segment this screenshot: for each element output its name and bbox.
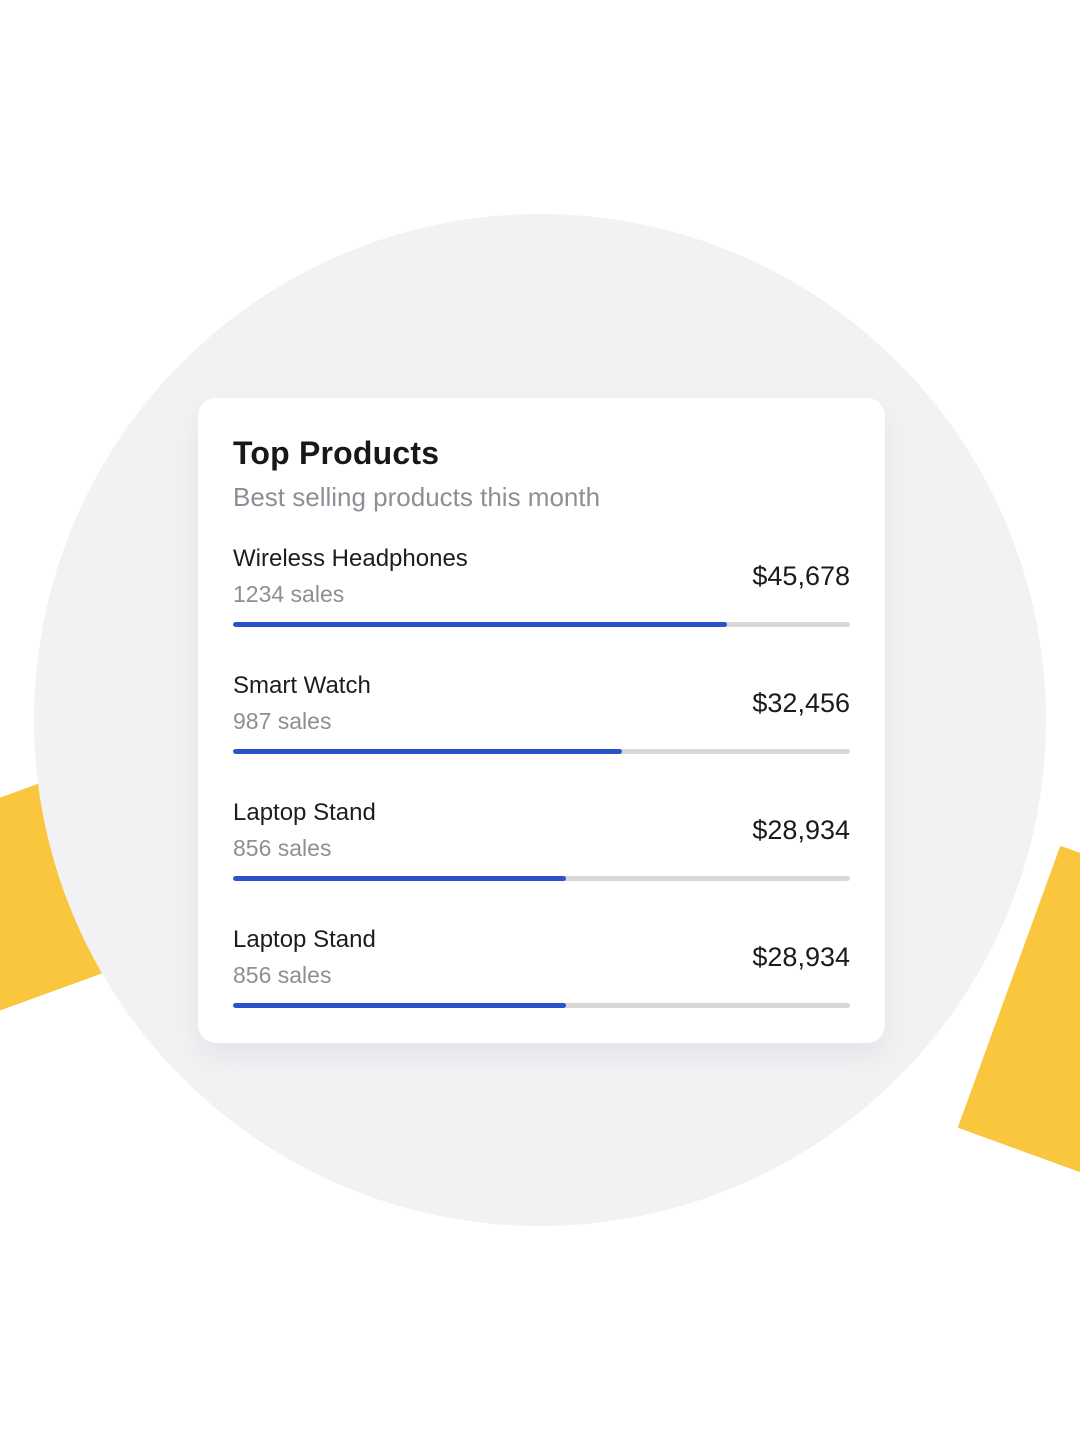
product-row: Laptop Stand 856 sales $28,934 [233, 924, 850, 1008]
progress-bar-track [233, 1003, 850, 1008]
progress-bar-fill [233, 749, 622, 754]
progress-bar-track [233, 876, 850, 881]
product-info: Laptop Stand 856 sales [233, 797, 376, 863]
product-sales-count: 1234 sales [233, 581, 345, 607]
product-row-header: Smart Watch 987 sales $32,456 [233, 670, 850, 736]
product-name: Laptop Stand [233, 799, 376, 826]
product-revenue: $32,456 [752, 687, 850, 718]
product-revenue: $45,678 [752, 560, 850, 591]
product-info: Smart Watch 987 sales [233, 670, 371, 736]
card-title: Top Products [233, 435, 440, 471]
progress-bar-fill [233, 622, 727, 627]
product-row-header: Laptop Stand 856 sales $28,934 [233, 924, 850, 990]
progress-bar-track [233, 749, 850, 754]
product-row: Wireless Headphones 1234 sales $45,678 [233, 543, 850, 627]
product-list: Wireless Headphones 1234 sales $45,678 S… [233, 543, 850, 1008]
product-row-header: Wireless Headphones 1234 sales $45,678 [233, 543, 850, 609]
product-row: Smart Watch 987 sales $32,456 [233, 670, 850, 754]
progress-bar-fill [233, 1003, 567, 1008]
product-revenue: $28,934 [752, 941, 850, 972]
product-name: Smart Watch [233, 672, 371, 699]
product-sales-count: 987 sales [233, 708, 332, 734]
product-row-header: Laptop Stand 856 sales $28,934 [233, 797, 850, 863]
product-row: Laptop Stand 856 sales $28,934 [233, 797, 850, 881]
product-revenue: $28,934 [752, 814, 850, 845]
top-products-card: Top Products Best selling products this … [198, 398, 885, 1043]
progress-bar-track [233, 622, 850, 627]
product-name: Laptop Stand [233, 926, 376, 953]
product-sales-count: 856 sales [233, 962, 332, 988]
progress-bar-fill [233, 876, 567, 881]
card-subtitle: Best selling products this month [233, 482, 601, 512]
product-name: Wireless Headphones [233, 545, 468, 572]
product-info: Laptop Stand 856 sales [233, 924, 376, 990]
product-info: Wireless Headphones 1234 sales [233, 543, 468, 609]
product-sales-count: 856 sales [233, 835, 332, 861]
